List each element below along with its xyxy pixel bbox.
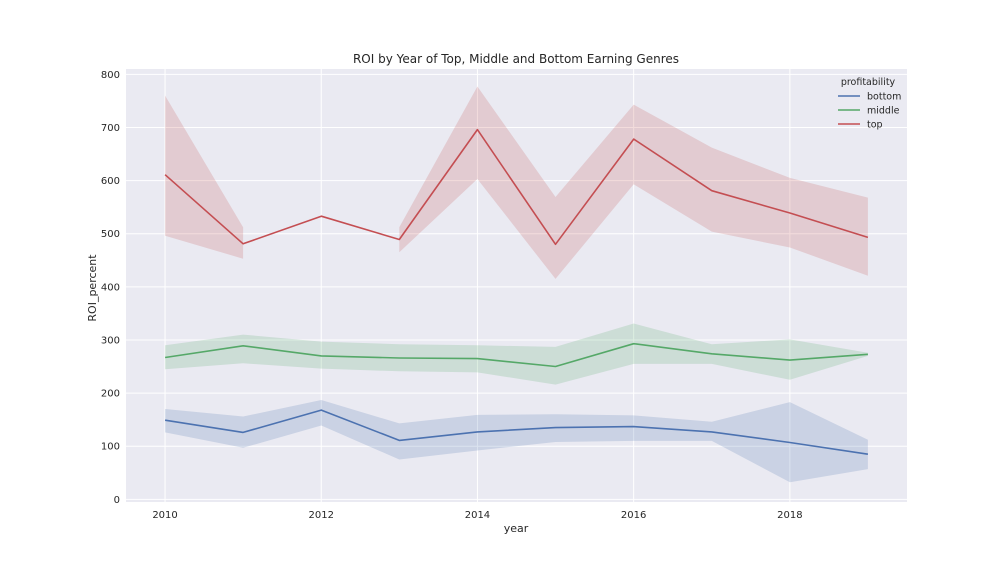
y-tick-label: 200 (101, 389, 120, 400)
series-line-middle (164, 342, 868, 368)
confidence-bands (165, 86, 868, 483)
legend-label-bottom: bottom (867, 92, 901, 103)
y-tick-label: 700 (101, 123, 120, 134)
legend: profitability bottom middle top (838, 77, 901, 131)
x-tick-label: 2010 (152, 510, 177, 521)
y-tick-label: 600 (101, 176, 120, 187)
legend-label-middle: middle (867, 106, 900, 117)
ci-band-top (165, 95, 244, 259)
y-axis-title: ROI_percent (86, 254, 99, 322)
series-line-top (164, 128, 869, 246)
chart-title: ROI by Year of Top, Middle and Bottom Ea… (353, 52, 679, 66)
x-tick-label: 2012 (309, 510, 334, 521)
y-tick-label: 100 (101, 442, 120, 453)
y-tick-label: 400 (101, 282, 120, 293)
ci-band-bottom (165, 400, 868, 483)
series-lines (164, 128, 869, 455)
x-tick-label: 2014 (465, 510, 490, 521)
y-tick-label: 500 (101, 229, 120, 240)
ci-band-middle (165, 323, 868, 385)
y-tick-label: 300 (101, 335, 120, 346)
x-tick-label: 2016 (621, 510, 646, 521)
x-axis-title: year (504, 522, 529, 535)
x-tick-label: 2018 (777, 510, 802, 521)
series-line-bottom (164, 409, 869, 455)
y-tick-label: 800 (101, 70, 120, 81)
ci-band-top (399, 86, 868, 279)
gridlines (126, 69, 907, 502)
tick-labels: 0 100 200 300 400 500 600 700 800 2010 2012 2014 201… (101, 70, 803, 521)
legend-label-top: top (867, 120, 883, 131)
y-tick-label: 0 (114, 495, 120, 506)
legend-title: profitability (841, 77, 896, 88)
